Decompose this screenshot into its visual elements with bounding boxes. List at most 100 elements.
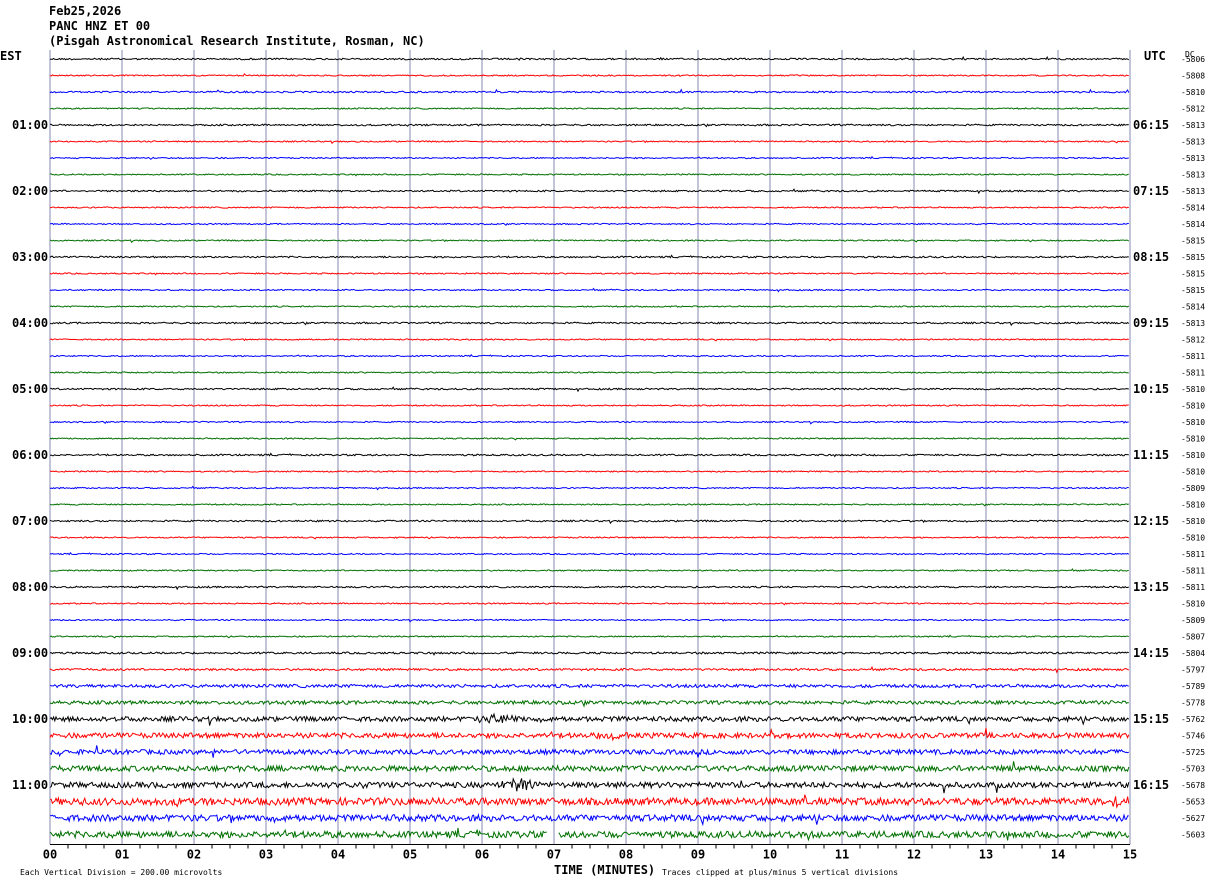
trace-row-37: [49, 651, 1129, 656]
dc-offset-label: -5810: [1181, 534, 1205, 543]
left-timezone-label: EST: [0, 49, 22, 63]
dc-offset-label: -5810: [1181, 517, 1205, 526]
dc-offset-label: -5810: [1181, 600, 1205, 609]
trace-row-35: [49, 618, 1130, 623]
dc-offset-label: -5810: [1181, 402, 1205, 411]
trace-row-13: [49, 254, 1129, 259]
dc-offset-label: -5762: [1181, 715, 1205, 724]
trace-row-39: [49, 683, 1129, 689]
trace-row-19: [49, 353, 1129, 358]
trace-row-25: [49, 452, 1129, 458]
left-hour-label: 08:00: [12, 580, 48, 594]
trace-row-29: [49, 519, 1130, 525]
trace-row-17: [49, 321, 1130, 327]
trace-row-8: [50, 173, 1129, 177]
trace-row-43: [49, 745, 1130, 758]
dc-offset-label: -5812: [1181, 336, 1205, 345]
trace-row-9: [49, 188, 1129, 195]
trace-row-15: [49, 287, 1129, 293]
x-tick-label: 03: [259, 848, 273, 862]
trace-row-10: [49, 206, 1129, 209]
dc-offset-label: -5809: [1181, 484, 1205, 493]
right-hour-label: 10:15: [1133, 382, 1169, 396]
left-hour-label: 01:00: [12, 118, 48, 132]
dc-offset-label: -5813: [1181, 187, 1205, 196]
dc-offset-label: -5815: [1181, 253, 1205, 262]
left-hour-label: 06:00: [12, 448, 48, 462]
trace-row-23: [49, 420, 1129, 425]
x-tick-label: 11: [835, 848, 849, 862]
trace-row-3: [49, 88, 1130, 94]
trace-row-47: [50, 812, 1129, 827]
trace-row-32: [50, 568, 1129, 572]
x-axis-title: TIME (MINUTES): [554, 863, 655, 877]
x-tick-label: 05: [403, 848, 417, 862]
left-hour-label: 05:00: [12, 382, 48, 396]
trace-row-18: [49, 338, 1129, 342]
dc-offset-label: -5810: [1181, 451, 1205, 460]
dc-offset-label: -5813: [1181, 121, 1205, 130]
x-tick-label: 10: [763, 848, 777, 862]
trace-row-42: [49, 727, 1130, 742]
left-hour-label: 07:00: [12, 514, 48, 528]
left-hour-label: 03:00: [12, 250, 48, 264]
dc-offset-label: -5813: [1181, 138, 1205, 147]
dc-offset-label: -5811: [1181, 352, 1205, 361]
dc-offset-label: -5653: [1181, 798, 1205, 807]
x-tick-label: 12: [907, 848, 921, 862]
trace-row-14: [49, 272, 1129, 276]
trace-row-44: [49, 761, 1130, 774]
dc-offset-label: -5678: [1181, 781, 1205, 790]
scale-note: Each Vertical Division = 200.00 microvol…: [20, 868, 222, 877]
x-tick-label: 02: [187, 848, 201, 862]
x-tick-label: 08: [619, 848, 633, 862]
chart-header: Feb25,2026 PANC HNZ ET 00 (Pisgah Astron…: [49, 4, 425, 49]
dc-offset-label: -5811: [1181, 369, 1205, 378]
dc-offset-label: -5808: [1181, 72, 1205, 81]
trace-row-41: [49, 712, 1130, 726]
right-hour-label: 07:15: [1133, 184, 1169, 198]
dc-offset-label: -5778: [1181, 699, 1205, 708]
trace-row-28: [49, 503, 1129, 507]
trace-row-33: [49, 585, 1130, 591]
dc-offset-label: -5815: [1181, 237, 1205, 246]
trace-row-24: [49, 437, 1129, 441]
axis-labels: 00 01 02 03 04 05 06 07 08 09 10 11 12 13 14 15 -5806 -58…: [12, 55, 1205, 862]
header-date: Feb25,2026: [49, 4, 122, 18]
dc-offset-label: -5627: [1181, 814, 1205, 823]
trace-row-45: [49, 776, 1130, 794]
dc-offset-label: -5810: [1181, 468, 1205, 477]
dc-offset-label: -5725: [1181, 748, 1205, 757]
dc-offset-label: -5812: [1181, 105, 1205, 114]
trace-row-12: [49, 239, 1130, 244]
x-tick-label: 04: [331, 848, 345, 862]
dc-offset-label: -5807: [1181, 633, 1205, 642]
trace-row-26: [49, 470, 1129, 473]
trace-row-7: [49, 155, 1129, 160]
dc-offset-label: -5813: [1181, 319, 1205, 328]
left-hour-label: 11:00: [12, 778, 48, 792]
trace-row-20: [49, 371, 1129, 374]
trace-row-22: [49, 404, 1129, 407]
dc-offset-label: -5813: [1181, 171, 1205, 180]
trace-row-30: [49, 536, 1130, 540]
seismic-traces: [49, 55, 1130, 842]
dc-offset-label: -5810: [1181, 435, 1205, 444]
right-hour-label: 16:15: [1133, 778, 1169, 792]
left-hour-label: 02:00: [12, 184, 48, 198]
trace-row-21: [49, 386, 1129, 393]
right-timezone-label: UTC: [1144, 49, 1166, 63]
x-tick-label: 14: [1051, 848, 1065, 862]
x-tick-label: 06: [475, 848, 489, 862]
trace-row-16: [49, 305, 1130, 308]
left-hour-label: 09:00: [12, 646, 48, 660]
right-hour-label: 11:15: [1133, 448, 1169, 462]
x-tick-label: 13: [979, 848, 993, 862]
dc-offset-label: -5814: [1181, 303, 1205, 312]
dc-offset-label: -5809: [1181, 616, 1205, 625]
dc-offset-label: -5797: [1181, 666, 1205, 675]
dc-offset-label: -5810: [1181, 501, 1205, 510]
dc-offset-label: -5811: [1181, 550, 1205, 559]
trace-row-27: [49, 485, 1129, 491]
